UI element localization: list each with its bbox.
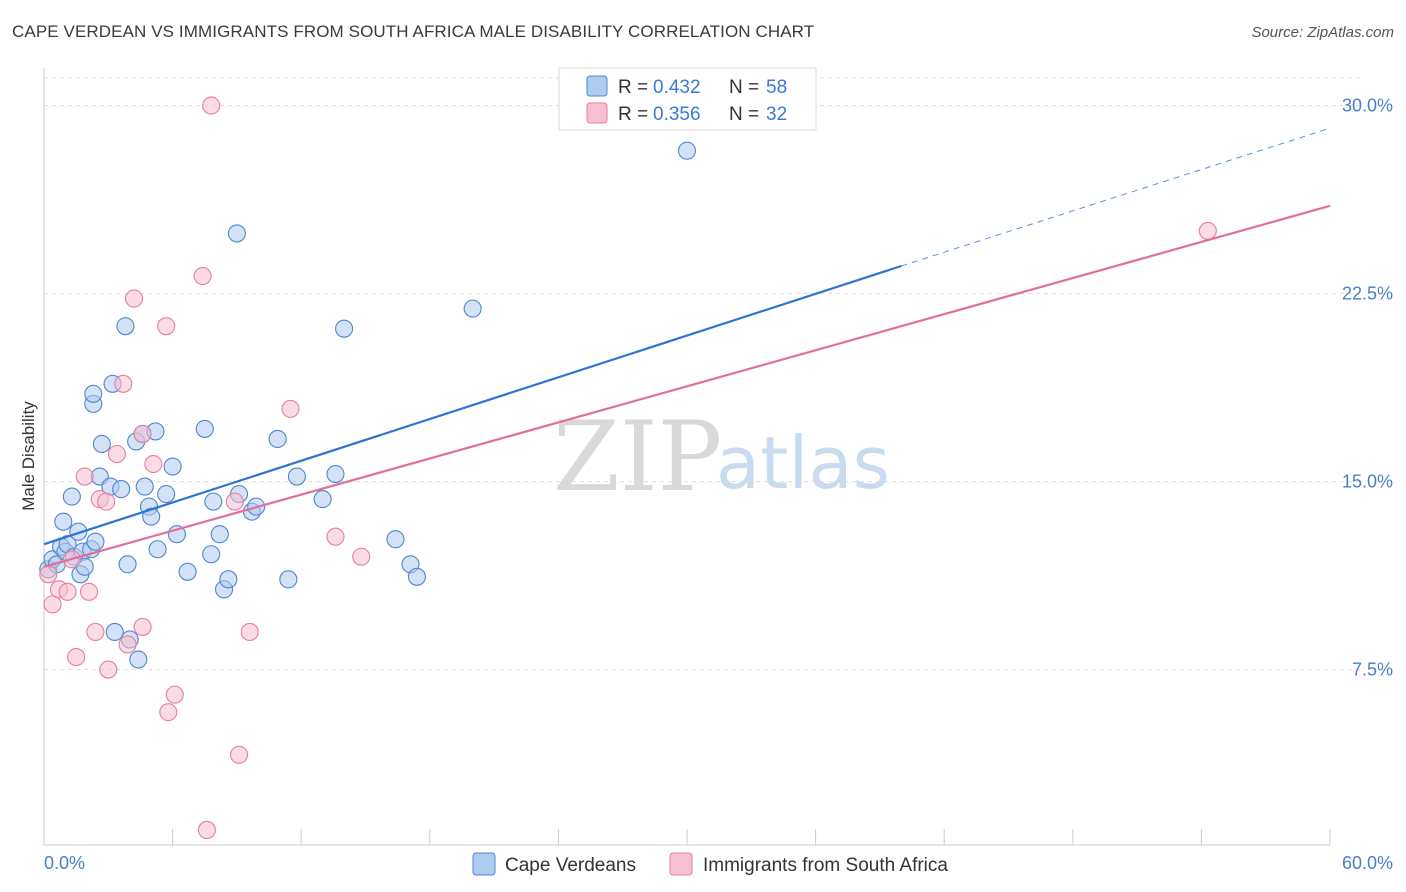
bottom-legend-label-cape-verdeans: Cape Verdeans bbox=[505, 855, 636, 876]
data-point-cape-verdean bbox=[116, 317, 135, 336]
top-legend: R = 0.432 N = 58 R = 0.356 N = 32 bbox=[558, 67, 817, 131]
data-point-south-africa bbox=[165, 685, 184, 704]
data-point-south-africa bbox=[326, 527, 345, 546]
data-point-south-africa bbox=[114, 374, 133, 393]
data-point-cape-verdean bbox=[386, 530, 405, 549]
data-point-cape-verdean bbox=[129, 650, 148, 669]
source-credit: Source: ZipAtlas.com bbox=[1251, 24, 1394, 41]
data-point-south-africa bbox=[159, 703, 178, 722]
legend-n-value: 32 bbox=[766, 104, 787, 125]
legend-r-value: 0.356 bbox=[653, 104, 701, 125]
data-point-cape-verdean bbox=[335, 319, 354, 338]
data-point-south-africa bbox=[157, 317, 176, 336]
data-point-cape-verdean bbox=[463, 299, 482, 318]
x-tick-label-min: 0.0% bbox=[44, 853, 85, 873]
data-point-south-africa bbox=[39, 565, 58, 584]
data-point-south-africa bbox=[229, 745, 249, 764]
data-point-cape-verdean bbox=[677, 141, 697, 160]
data-point-cape-verdean bbox=[54, 512, 73, 531]
data-point-cape-verdean bbox=[287, 467, 306, 486]
data-point-cape-verdean bbox=[105, 622, 124, 642]
legend-swatch-blue bbox=[586, 75, 608, 97]
data-point-cape-verdean bbox=[157, 485, 176, 504]
data-point-south-africa bbox=[1198, 221, 1217, 240]
trend-line-cape-verdeans bbox=[43, 264, 902, 546]
series-cape-verdeans-points bbox=[39, 141, 697, 669]
watermark: ZIP atlas bbox=[553, 401, 890, 513]
data-point-cape-verdean bbox=[227, 224, 246, 243]
data-point-cape-verdean bbox=[407, 567, 426, 586]
y-tick-labels: 7.5% 15.0% 22.5% 30.0% bbox=[1342, 96, 1393, 680]
legend-swatch-pink bbox=[586, 102, 608, 124]
data-point-south-africa bbox=[43, 595, 62, 614]
data-point-south-africa bbox=[99, 660, 118, 679]
data-point-cape-verdean bbox=[219, 570, 238, 589]
data-point-cape-verdean bbox=[135, 477, 154, 496]
data-point-cape-verdean bbox=[148, 540, 167, 559]
data-point-south-africa bbox=[197, 820, 216, 840]
watermark-atlas: atlas bbox=[716, 421, 890, 505]
data-point-south-africa bbox=[240, 622, 259, 642]
data-point-cape-verdean bbox=[279, 570, 298, 589]
chart-title: CAPE VERDEAN VS IMMIGRANTS FROM SOUTH AF… bbox=[12, 22, 815, 41]
bottom-legend-swatch-pink bbox=[669, 852, 693, 876]
data-point-south-africa bbox=[79, 582, 99, 601]
data-point-south-africa bbox=[133, 424, 152, 443]
data-point-cape-verdean bbox=[210, 525, 229, 544]
data-point-cape-verdean bbox=[326, 464, 345, 484]
data-point-south-africa bbox=[133, 617, 152, 636]
bottom-legend-label-south-africa: Immigrants from South Africa bbox=[703, 855, 948, 876]
legend-n-label: N = bbox=[729, 77, 759, 98]
y-axis-title: Male Disability bbox=[19, 401, 38, 511]
data-point-cape-verdean bbox=[204, 492, 223, 511]
y-tick-label: 7.5% bbox=[1352, 660, 1393, 680]
y-tick-label: 30.0% bbox=[1342, 96, 1393, 116]
trend-line-cape-verdeans-extension bbox=[901, 127, 1331, 267]
legend-n-label: N = bbox=[729, 104, 759, 125]
data-point-cape-verdean bbox=[268, 429, 287, 449]
data-point-cape-verdean bbox=[195, 419, 214, 438]
x-tick-label-max: 60.0% bbox=[1342, 853, 1393, 873]
bottom-legend-swatch-blue bbox=[472, 852, 496, 876]
data-point-cape-verdean bbox=[142, 507, 161, 526]
trend-line-south-africa bbox=[43, 204, 1331, 568]
data-point-south-africa bbox=[281, 399, 300, 418]
data-point-south-africa bbox=[75, 467, 94, 486]
data-point-south-africa bbox=[107, 444, 126, 464]
data-point-south-africa bbox=[225, 492, 244, 511]
data-point-south-africa bbox=[202, 96, 221, 115]
x-ticks bbox=[43, 829, 1331, 845]
data-point-cape-verdean bbox=[62, 487, 81, 506]
data-point-cape-verdean bbox=[118, 555, 137, 574]
data-point-south-africa bbox=[86, 622, 105, 642]
data-point-cape-verdean bbox=[86, 532, 105, 551]
trend-lines bbox=[43, 127, 1331, 568]
data-point-south-africa bbox=[352, 547, 371, 566]
legend-r-value: 0.432 bbox=[653, 77, 701, 98]
data-point-cape-verdean bbox=[69, 522, 88, 541]
data-point-south-africa bbox=[118, 635, 137, 654]
gridlines bbox=[44, 77, 1360, 671]
data-point-south-africa bbox=[193, 266, 212, 286]
y-tick-label: 15.0% bbox=[1342, 472, 1393, 492]
data-point-south-africa bbox=[58, 582, 77, 601]
data-point-south-africa bbox=[67, 647, 86, 667]
watermark-zip: ZIP bbox=[553, 401, 722, 513]
data-point-cape-verdean bbox=[84, 384, 103, 403]
data-point-cape-verdean bbox=[202, 545, 221, 564]
bottom-legend: Cape Verdeans Immigrants from South Afri… bbox=[472, 852, 948, 876]
legend-r-label: R = bbox=[618, 104, 648, 125]
data-point-cape-verdean bbox=[313, 490, 332, 509]
data-point-cape-verdean bbox=[112, 480, 131, 499]
data-point-cape-verdean bbox=[163, 457, 182, 476]
data-point-cape-verdean bbox=[178, 562, 197, 581]
legend-n-value: 58 bbox=[766, 77, 787, 98]
data-point-south-africa bbox=[97, 492, 116, 511]
legend-r-label: R = bbox=[618, 77, 648, 98]
data-point-south-africa bbox=[144, 454, 163, 474]
y-tick-label: 22.5% bbox=[1342, 284, 1393, 304]
data-point-cape-verdean bbox=[92, 434, 111, 454]
data-point-south-africa bbox=[124, 289, 144, 308]
